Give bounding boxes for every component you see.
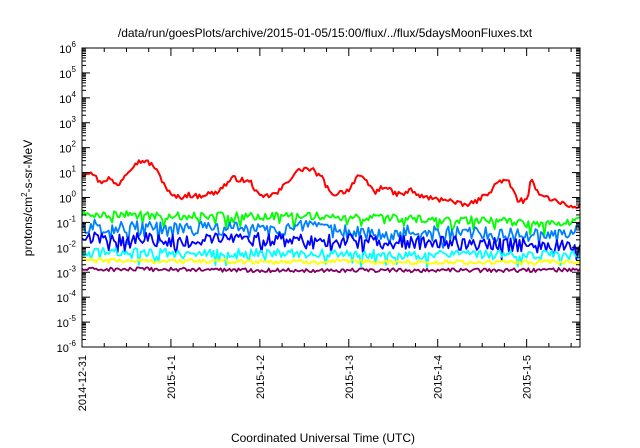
y-tick-base: 10 xyxy=(57,318,69,330)
y-tick-label: 10-3 xyxy=(57,264,77,280)
plot-frame xyxy=(81,47,581,348)
series-line-7 xyxy=(81,266,581,274)
y-tick-label: 105 xyxy=(59,65,76,81)
x-tick-label: 2015-1-2 xyxy=(255,355,267,399)
y-tick-base: 10 xyxy=(57,243,69,255)
y-tick-base: 10 xyxy=(59,144,71,156)
y-axis-label-sup: 2 xyxy=(20,192,29,197)
y-tick-base: 10 xyxy=(59,169,71,181)
series-line-3 xyxy=(81,218,581,249)
x-tick-label: 2015-1-3 xyxy=(344,355,356,399)
y-tick-base: 10 xyxy=(57,218,69,230)
series-line-1 xyxy=(81,159,581,209)
y-tick-exponent: 5 xyxy=(72,65,77,74)
y-tick-exponent: -1 xyxy=(69,214,77,223)
y-tick-base: 10 xyxy=(59,94,71,106)
series-layer xyxy=(81,159,581,274)
y-tick-exponent: 3 xyxy=(72,115,77,124)
y-tick-exponent: -4 xyxy=(69,289,77,298)
y-tick-label: 100 xyxy=(59,190,76,206)
y-tick-base: 10 xyxy=(57,293,69,305)
y-tick-label: 104 xyxy=(59,90,76,106)
y-tick-exponent: -2 xyxy=(69,239,77,248)
y-tick-base: 10 xyxy=(57,268,69,280)
y-tick-base: 10 xyxy=(59,119,71,131)
y-tick-label: 106 xyxy=(59,40,76,56)
series-line-2 xyxy=(81,209,581,237)
series-line-6 xyxy=(81,257,581,266)
y-tick-exponent: -6 xyxy=(69,339,77,348)
series-line-5 xyxy=(81,247,581,268)
y-tick-label: 10-4 xyxy=(57,289,77,305)
y-tick-label: 10-5 xyxy=(57,314,77,330)
y-tick-exponent: 1 xyxy=(72,165,77,174)
y-axis-label: protons/cm2-s-sr-MeV xyxy=(20,140,35,256)
x-tick-label: 2015-1-5 xyxy=(522,355,534,399)
chart-title: /data/run/goesPlots/archive/2015-01-05/1… xyxy=(118,26,533,40)
y-tick-label: 10-2 xyxy=(57,239,77,255)
x-tick-label: 2014-12-31 xyxy=(77,355,89,411)
y-tick-exponent: 2 xyxy=(72,140,77,149)
y-tick-base: 10 xyxy=(59,194,71,206)
x-axis-label: Coordinated Universal Time (UTC) xyxy=(231,431,415,445)
y-tick-exponent: 4 xyxy=(72,90,77,99)
y-tick-label: 103 xyxy=(59,115,76,131)
y-tick-base: 10 xyxy=(59,44,71,56)
y-tick-base: 10 xyxy=(57,343,69,355)
y-axis-label-post: -s-sr-MeV xyxy=(21,140,35,193)
y-tick-exponent: 0 xyxy=(72,190,77,199)
y-tick-label: 10-6 xyxy=(57,339,77,355)
y-tick-exponent: -5 xyxy=(69,314,77,323)
y-tick-exponent: 6 xyxy=(72,40,77,49)
axes-layer: 10-610-510-410-310-210-11001011021031041… xyxy=(57,40,581,411)
y-tick-exponent: -3 xyxy=(69,264,77,273)
y-tick-label: 102 xyxy=(59,140,76,156)
y-tick-label: 10-1 xyxy=(57,214,77,230)
y-axis-label-pre: protons/cm xyxy=(21,197,35,256)
y-tick-label: 101 xyxy=(59,165,76,181)
x-tick-label: 2015-1-1 xyxy=(166,355,178,399)
y-tick-base: 10 xyxy=(59,69,71,81)
x-tick-label: 2015-1-4 xyxy=(433,355,445,399)
